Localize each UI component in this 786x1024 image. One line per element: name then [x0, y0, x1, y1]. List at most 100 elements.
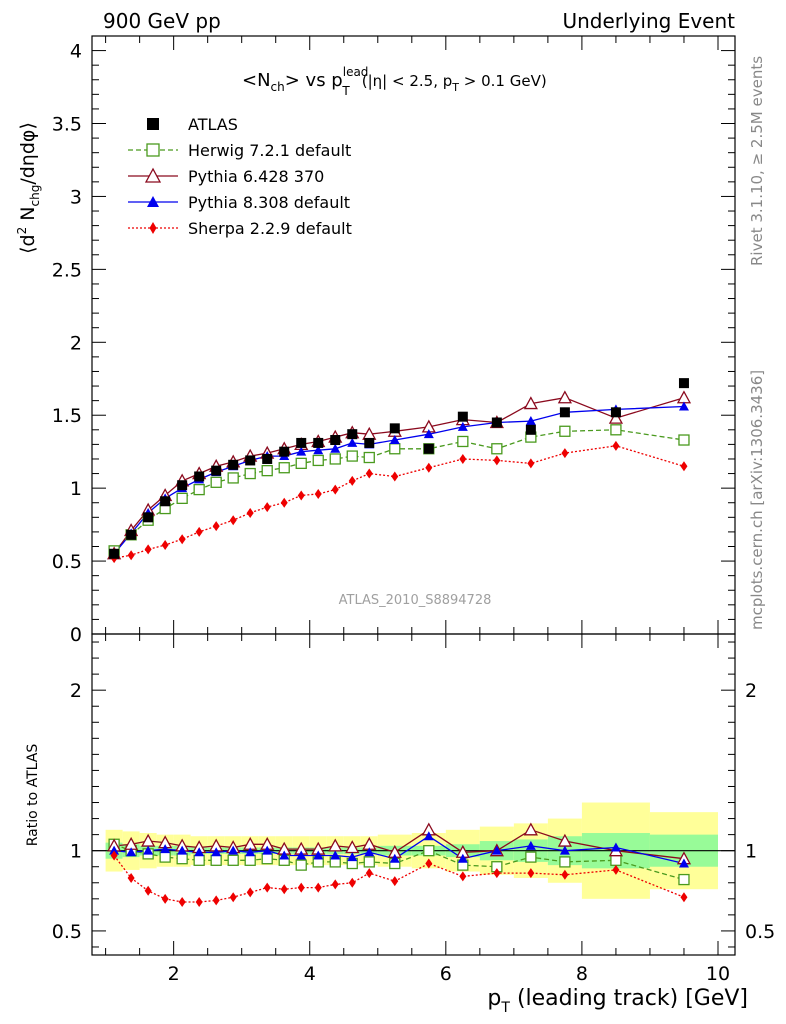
ratio-tick-label: 2 — [70, 680, 82, 702]
ratio-point-py8 — [559, 845, 570, 855]
data-point-sherpa — [365, 468, 373, 479]
x-tick-label: 2 — [168, 963, 180, 985]
ratio-point-py8 — [228, 845, 239, 855]
ratio-point-sherpa — [178, 897, 186, 908]
data-point-sherpa — [246, 507, 254, 518]
data-point-herwig — [457, 435, 469, 448]
ratio-point-sherpa — [144, 885, 152, 896]
ratio-point-py8 — [610, 842, 621, 852]
ratio-point-herwig — [678, 873, 690, 886]
ratio-point-herwig — [193, 854, 205, 866]
y-tick-label: 0 — [70, 624, 82, 646]
data-point-herwig — [244, 467, 256, 480]
data-point-atlas — [491, 417, 502, 428]
ratio-point-herwig — [176, 853, 188, 865]
ratio-point-py8 — [364, 847, 375, 857]
ratio-tick-label: 1 — [70, 841, 82, 863]
data-point-atlas — [559, 407, 570, 418]
plot-title: <Nch> vs plead T(|η| < 2.5, pT > 0.1 GeV) — [242, 65, 547, 98]
data-point-sherpa — [348, 475, 356, 486]
x-tick-label: 6 — [440, 963, 452, 985]
ratio-point-py8 — [194, 847, 205, 857]
data-point-sherpa — [144, 544, 152, 555]
legend-marker-sherpa — [149, 222, 157, 234]
data-point-sherpa — [263, 502, 271, 513]
xlabel-sub: T — [500, 1000, 510, 1016]
data-point-herwig — [678, 434, 690, 446]
data-point-sherpa — [391, 471, 399, 482]
ratio-point-py8 — [330, 850, 341, 860]
title-d: lead — [343, 65, 369, 79]
analysis-watermark: ATLAS_2010_S8894728 — [339, 593, 492, 608]
title-e: T — [341, 84, 350, 98]
data-point-sherpa — [195, 526, 203, 537]
data-point-atlas — [228, 459, 239, 470]
ratio-point-sherpa — [459, 871, 467, 882]
y-tick-label: 1.5 — [52, 405, 82, 427]
series-line-sherpa — [113, 445, 685, 559]
ratio-point-py8 — [211, 847, 222, 857]
ylabel-c: N — [17, 206, 39, 226]
legend-label-py6: Pythia 6.428 370 — [188, 167, 324, 186]
ratio-point-sherpa — [527, 868, 535, 879]
header-left: 900 GeV pp — [103, 9, 221, 33]
data-point-atlas — [262, 453, 273, 464]
data-point-sherpa — [459, 453, 467, 464]
data-point-herwig — [227, 472, 239, 484]
ratio-point-sherpa — [612, 864, 620, 875]
data-point-py6 — [676, 390, 692, 404]
ratio-point-py8 — [245, 847, 256, 857]
ratio-point-herwig — [525, 851, 537, 863]
ratio-point-sherpa — [263, 882, 271, 893]
data-point-herwig — [346, 450, 358, 462]
x-tick-label: 4 — [304, 963, 316, 985]
ratio-point-sherpa — [246, 887, 254, 898]
data-point-sherpa — [527, 458, 535, 469]
ratio-point-sherpa — [297, 882, 305, 893]
ratio-point-sherpa — [110, 850, 118, 861]
data-point-sherpa — [229, 515, 237, 526]
ylabel-b: 2 — [15, 227, 29, 235]
data-point-sherpa — [680, 461, 688, 472]
data-point-sherpa — [425, 462, 433, 473]
data-point-atlas — [211, 465, 222, 476]
legend-marker-py8 — [147, 196, 159, 207]
data-point-atlas — [457, 411, 468, 422]
ylabel-e: /dηdφ⟩ — [17, 122, 39, 185]
data-point-py6 — [557, 390, 572, 404]
data-point-py8 — [296, 446, 307, 456]
data-point-py8 — [389, 435, 400, 445]
data-point-atlas — [678, 378, 689, 389]
title-h: > 0.1 GeV) — [459, 72, 547, 90]
data-point-herwig — [610, 424, 622, 436]
data-point-herwig — [295, 457, 307, 470]
data-point-herwig — [312, 454, 324, 467]
data-point-atlas — [423, 443, 434, 454]
y-axis-label: ⟨d2 Nchg/dηdφ⟩ — [15, 122, 42, 254]
y-tick-label: 4 — [70, 41, 82, 63]
data-point-herwig — [278, 462, 290, 474]
data-point-herwig — [193, 483, 205, 496]
data-point-atlas — [330, 435, 341, 446]
legend-label-py8: Pythia 8.308 default — [188, 193, 350, 212]
ratio-point-py8 — [313, 850, 324, 860]
data-point-py8 — [457, 421, 468, 431]
data-point-sherpa — [561, 448, 569, 459]
ratio-point-sherpa — [195, 897, 203, 908]
data-point-py8 — [330, 443, 341, 453]
title-a: <N — [242, 70, 271, 91]
data-point-atlas — [525, 424, 536, 435]
data-point-herwig — [363, 451, 375, 464]
ratio-point-sherpa — [365, 868, 373, 879]
data-point-herwig — [210, 476, 222, 488]
data-point-atlas — [194, 471, 205, 482]
data-point-herwig — [176, 492, 188, 505]
data-point-atlas — [313, 437, 324, 448]
data-point-herwig — [389, 443, 401, 455]
ylabel-d: chg — [28, 185, 42, 207]
ratio-point-sherpa — [127, 872, 135, 883]
ratio-point-py8 — [143, 845, 154, 855]
ratio-point-herwig — [423, 845, 435, 857]
data-point-sherpa — [280, 497, 288, 508]
ratio-point-herwig — [559, 856, 571, 868]
